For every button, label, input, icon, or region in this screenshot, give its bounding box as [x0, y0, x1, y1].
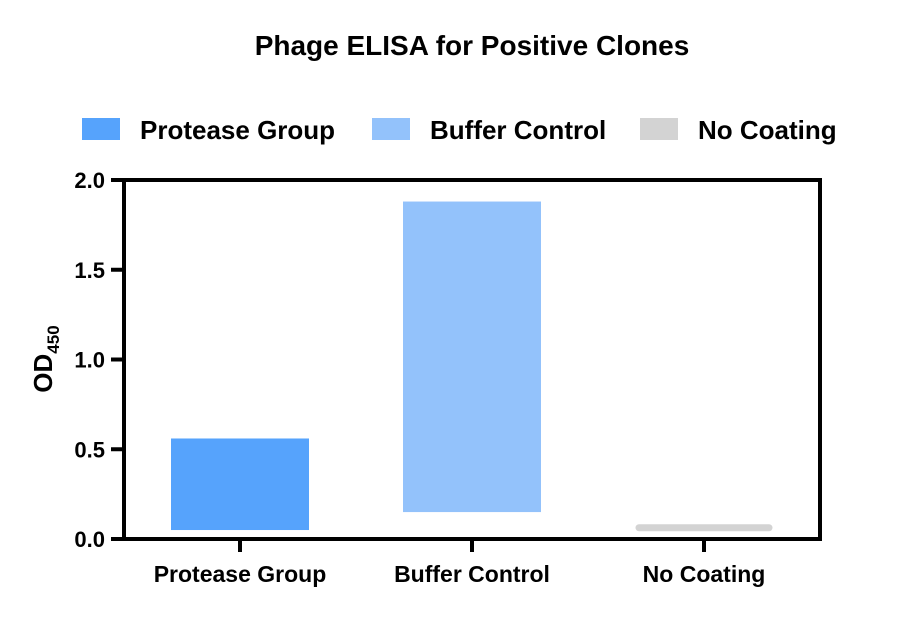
x-tick-label-buffer-control: Buffer Control [394, 561, 550, 587]
legend-label-no-coating: No Coating [698, 115, 837, 145]
legend: Protease Group Buffer Control No Coating [82, 115, 837, 145]
x-axis: Protease Group Buffer Control No Coating [154, 539, 766, 587]
legend-swatch-buffer-control [372, 118, 410, 140]
legend-swatch-no-coating [640, 118, 678, 140]
legend-label-buffer-control: Buffer Control [430, 115, 606, 145]
x-tick-label-no-coating: No Coating [643, 561, 766, 587]
bar-buffer-control [403, 201, 541, 513]
y-axis-label-subscript: 450 [44, 325, 63, 353]
chart-title: Phage ELISA for Positive Clones [255, 30, 690, 61]
legend-label-protease-group: Protease Group [140, 115, 335, 145]
y-axis: 0.0 0.5 1.0 1.5 2.0 [74, 168, 124, 552]
legend-swatch-protease-group [82, 118, 120, 140]
y-axis-label: OD450 [28, 325, 63, 392]
y-tick-label: 2.0 [74, 168, 105, 193]
bars [171, 201, 773, 532]
bar-protease-group [171, 438, 309, 531]
y-tick-label: 0.0 [74, 527, 105, 552]
y-axis-label-main: OD [28, 354, 58, 393]
y-tick-label: 1.0 [74, 348, 105, 373]
y-tick-label: 0.5 [74, 437, 105, 462]
y-tick-label: 1.5 [74, 258, 105, 283]
x-tick-label-protease-group: Protease Group [154, 561, 327, 587]
